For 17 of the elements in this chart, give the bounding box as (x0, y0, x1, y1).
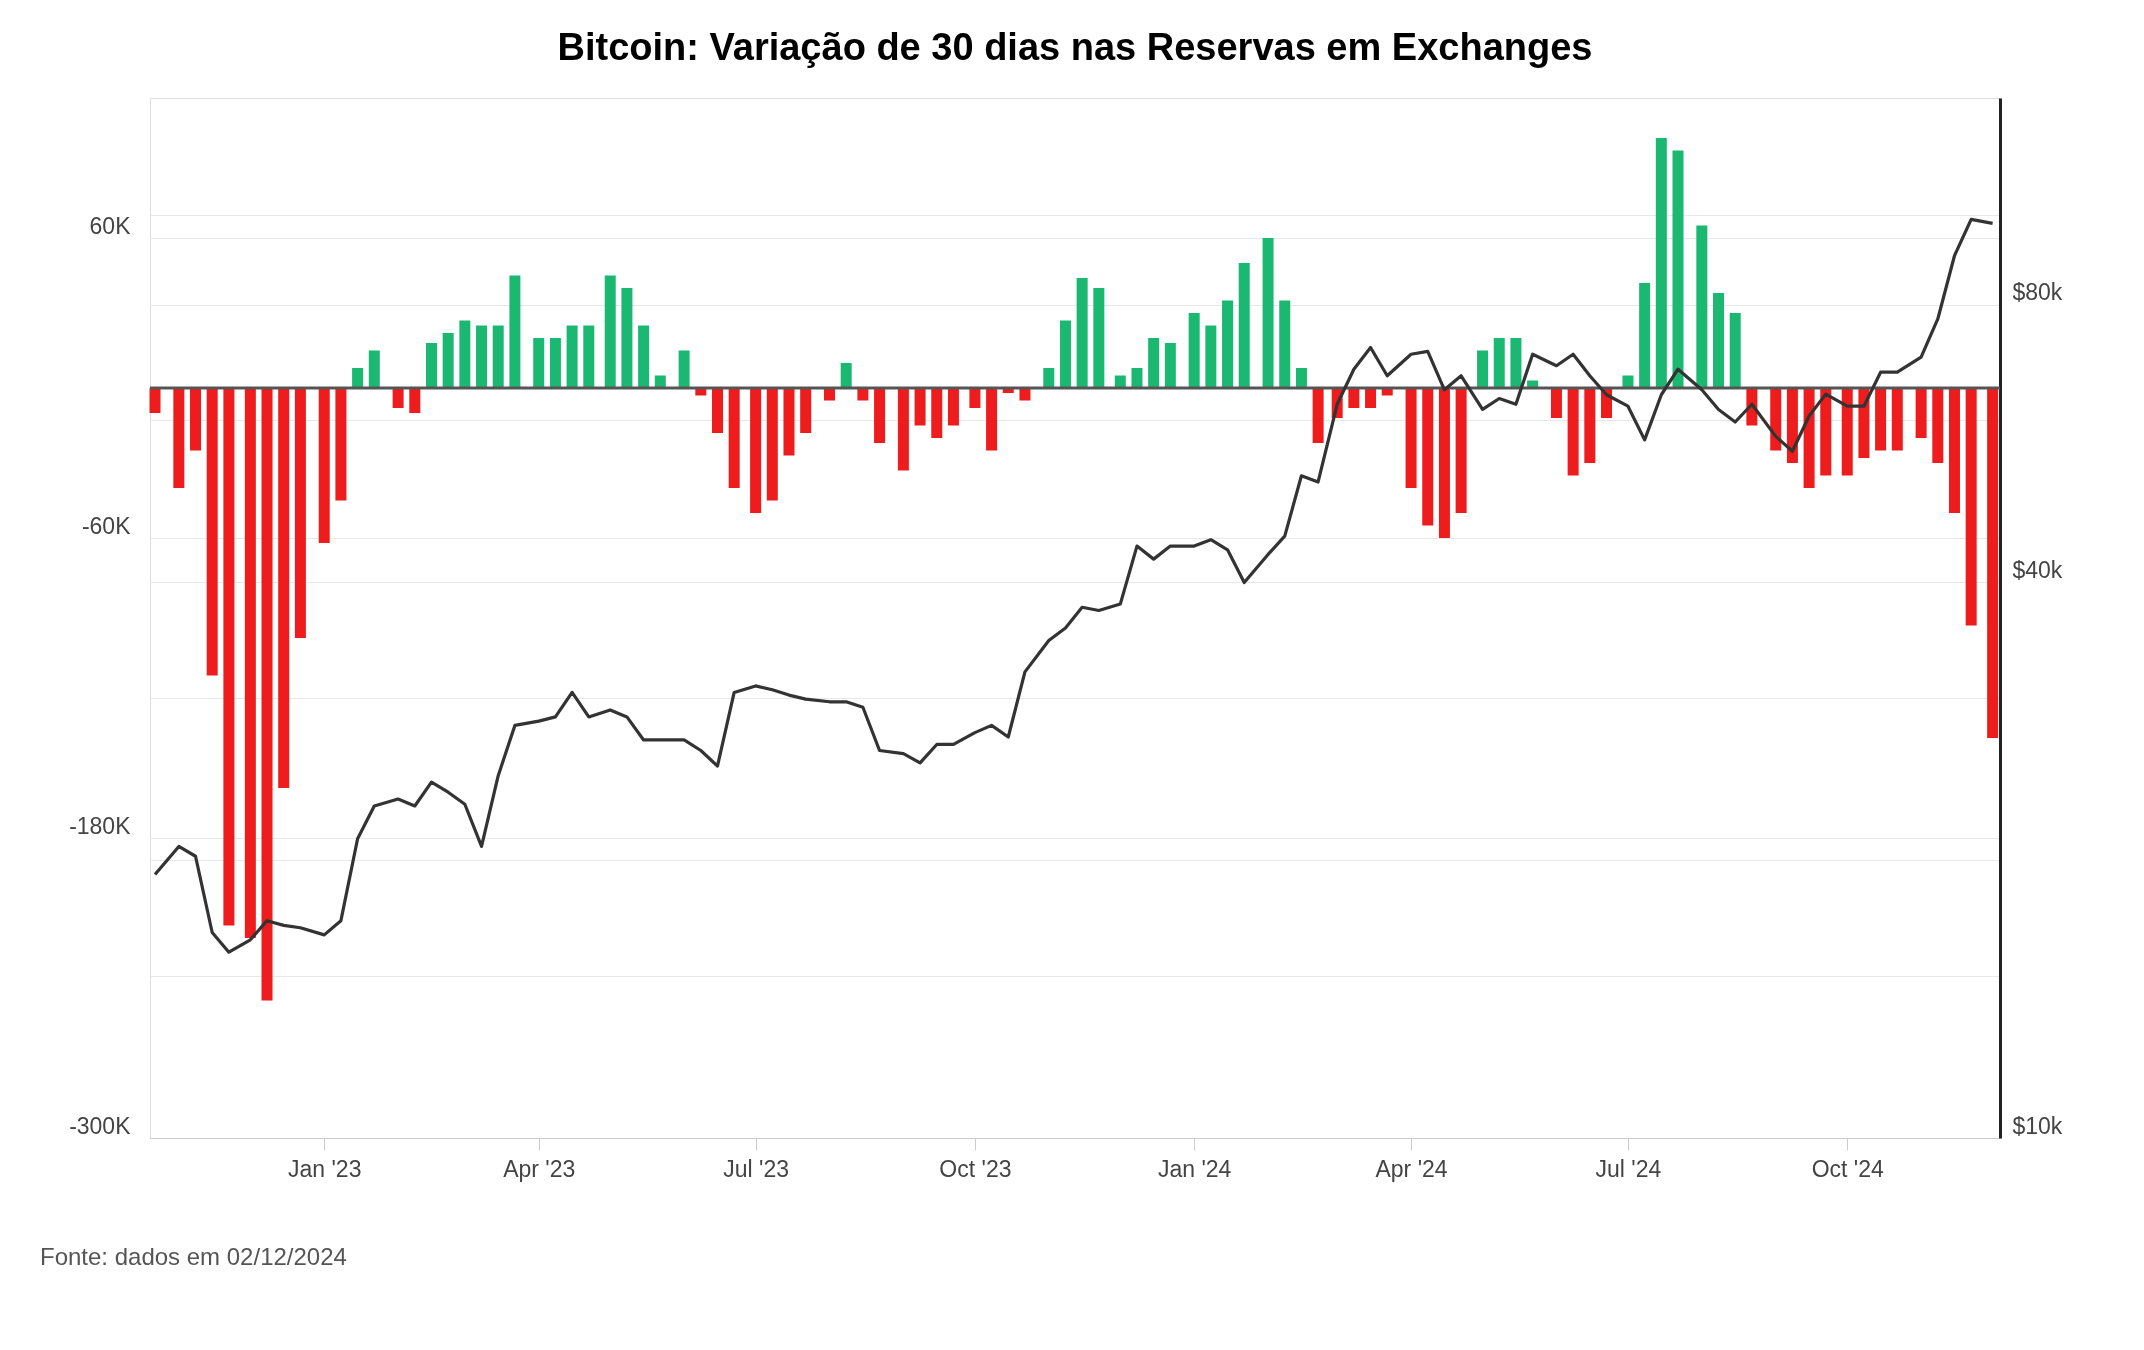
x-tick-label: Jan '24 (1157, 1155, 1232, 1182)
x-tick-label: Apr '23 (503, 1155, 576, 1182)
y2-tick-label: $10k (2012, 1112, 2063, 1139)
x-tick-label: Apr '24 (1375, 1155, 1448, 1182)
chart-title: Bitcoin: Variação de 30 dias nas Reservas em Exchanges (557, 26, 1593, 68)
y-tick-label: 60K (89, 212, 132, 239)
y-tick-label: -300K (69, 1112, 132, 1139)
x-tick-label: Jul '23 (723, 1155, 789, 1182)
y-tick-label: -60K (81, 512, 132, 539)
y-tick-label: -180K (69, 812, 132, 839)
source-note: Fonte: dados em 02/12/2024 (40, 1243, 347, 1270)
x-tick-label: Jul '24 (1595, 1155, 1662, 1182)
x-tick-label: Oct '23 (939, 1155, 1012, 1182)
x-tick-label: Oct '24 (1811, 1155, 1884, 1182)
x-tick-label: Jan '23 (288, 1155, 362, 1182)
y2-tick-label: $40k (2012, 556, 2063, 583)
y2-tick-label: $80k (2012, 279, 2063, 306)
